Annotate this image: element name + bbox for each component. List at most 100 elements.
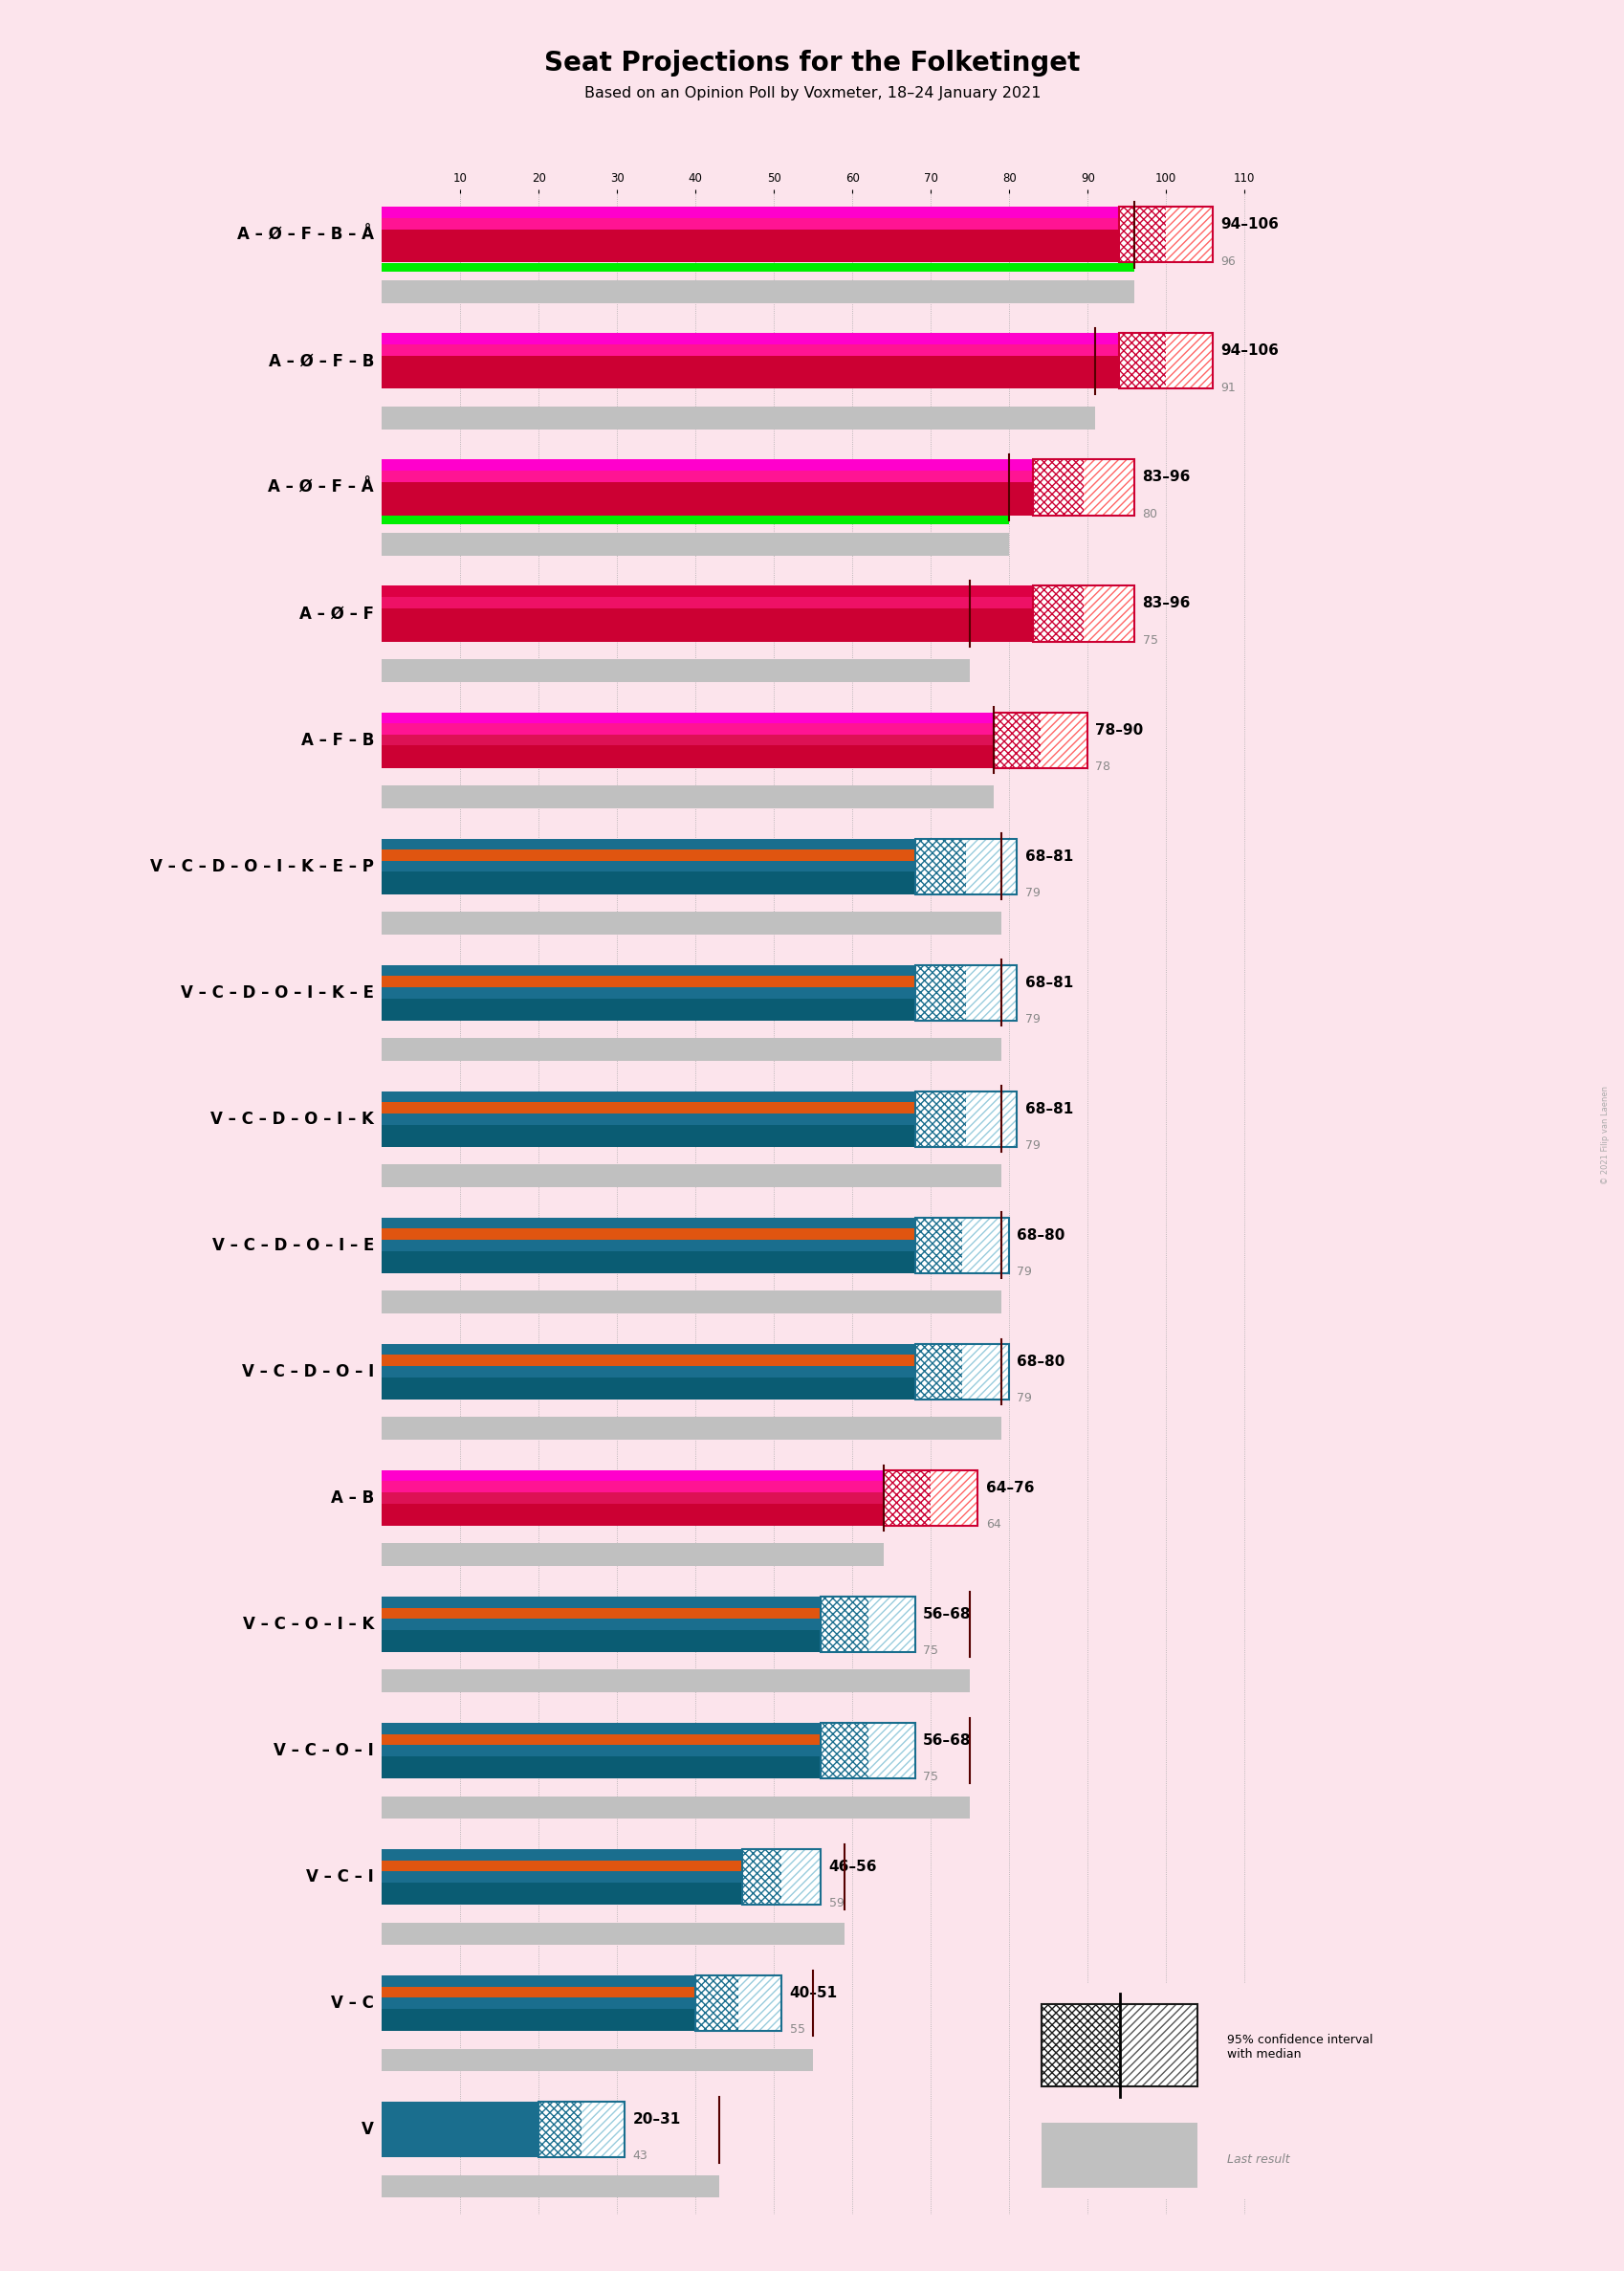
Bar — [867, 1724, 914, 1778]
Bar — [1083, 586, 1134, 640]
Text: A – Ø – F: A – Ø – F — [299, 604, 374, 622]
Bar — [1166, 334, 1213, 388]
Bar — [1041, 2005, 1119, 2087]
Text: V – C – D – O – I – K – E – P: V – C – D – O – I – K – E – P — [151, 858, 374, 874]
Bar — [382, 1344, 914, 1356]
Bar — [914, 1344, 961, 1399]
Text: 68–80: 68–80 — [1017, 1354, 1065, 1369]
Bar — [1033, 586, 1083, 640]
Bar — [382, 345, 1119, 357]
Bar — [1033, 586, 1134, 640]
Bar — [382, 745, 992, 756]
Text: 94–106: 94–106 — [1220, 343, 1278, 359]
Text: Last result: Last result — [1226, 2153, 1289, 2167]
Text: 80: 80 — [1142, 509, 1158, 520]
Bar — [382, 481, 1033, 493]
Bar — [382, 631, 1033, 640]
Text: V – C: V – C — [331, 1994, 374, 2012]
Bar — [382, 1987, 695, 1998]
Bar — [992, 713, 1039, 768]
Bar — [382, 470, 1033, 481]
Bar — [382, 1388, 914, 1399]
Bar — [695, 1976, 781, 2030]
Bar — [820, 1724, 914, 1778]
Text: 91: 91 — [1220, 382, 1236, 393]
Text: 68–81: 68–81 — [1025, 849, 1072, 863]
Bar — [382, 1642, 820, 1651]
Bar — [382, 999, 914, 1008]
Text: A – B: A – B — [331, 1490, 374, 1506]
Bar — [382, 1924, 844, 1946]
Bar — [961, 1344, 1009, 1399]
Bar — [382, 407, 1095, 429]
Bar — [382, 2010, 695, 2019]
Bar — [382, 849, 914, 861]
Bar — [581, 2101, 625, 2157]
Bar — [382, 1871, 742, 1883]
Bar — [382, 2112, 539, 2123]
Bar — [382, 1998, 695, 2010]
Bar — [382, 1217, 914, 1229]
Bar — [382, 2176, 719, 2198]
Bar — [382, 1544, 883, 1567]
Bar — [382, 252, 1119, 263]
Bar — [382, 1492, 883, 1503]
Bar — [914, 838, 966, 895]
Text: 78: 78 — [1095, 761, 1111, 772]
Bar — [382, 2146, 539, 2157]
Text: V – C – O – I: V – C – O – I — [274, 1742, 374, 1760]
Text: 55: 55 — [789, 2023, 804, 2037]
Bar — [1166, 207, 1213, 263]
Bar — [382, 2048, 812, 2071]
Text: V – C – D – O – I – K – E: V – C – D – O – I – K – E — [180, 983, 374, 1002]
Bar — [931, 1469, 978, 1526]
Bar — [914, 1217, 961, 1274]
Bar — [781, 1849, 820, 1905]
Bar — [382, 620, 1033, 631]
Bar — [382, 1755, 820, 1767]
Text: 75: 75 — [1142, 634, 1158, 647]
Bar — [382, 1597, 820, 1608]
Bar — [382, 1735, 820, 1744]
Bar — [1083, 459, 1134, 516]
Bar — [382, 377, 1119, 388]
Text: A – Ø – F – B: A – Ø – F – B — [268, 352, 374, 370]
Bar — [382, 1744, 820, 1755]
Text: 56–68: 56–68 — [922, 1608, 971, 1621]
Bar — [966, 1090, 1017, 1147]
Bar — [382, 1165, 1000, 1188]
Bar — [820, 1597, 867, 1651]
Bar — [382, 838, 914, 849]
Bar — [382, 2019, 695, 2030]
Bar — [382, 504, 1033, 516]
Text: 75: 75 — [922, 1771, 937, 1783]
Text: V – C – O – I – K: V – C – O – I – K — [242, 1615, 374, 1633]
Text: 68–80: 68–80 — [1017, 1229, 1065, 1242]
Bar — [382, 207, 1119, 218]
Bar — [382, 1263, 914, 1274]
Bar — [382, 872, 914, 883]
Bar — [914, 838, 1017, 895]
Bar — [883, 1469, 978, 1526]
Text: V – C – I: V – C – I — [307, 1869, 374, 1885]
Bar — [382, 366, 1119, 377]
Bar — [739, 1976, 781, 2030]
Text: 68–81: 68–81 — [1025, 974, 1072, 990]
Text: 59: 59 — [828, 1896, 843, 1910]
Bar — [1119, 334, 1213, 388]
Text: Based on an Opinion Poll by Voxmeter, 18–24 January 2021: Based on an Opinion Poll by Voxmeter, 18… — [583, 86, 1041, 100]
Bar — [382, 1038, 1000, 1061]
Bar — [382, 1860, 742, 1871]
Bar — [382, 977, 914, 988]
Bar — [382, 2135, 539, 2146]
Bar — [1033, 459, 1083, 516]
Bar — [382, 1469, 883, 1481]
Bar — [382, 1515, 883, 1526]
Bar — [867, 1597, 914, 1651]
Bar — [742, 1849, 820, 1905]
Bar — [382, 1090, 914, 1101]
Bar — [382, 357, 1119, 366]
Bar — [382, 883, 914, 895]
Bar — [382, 913, 1000, 936]
Bar — [820, 1724, 867, 1778]
